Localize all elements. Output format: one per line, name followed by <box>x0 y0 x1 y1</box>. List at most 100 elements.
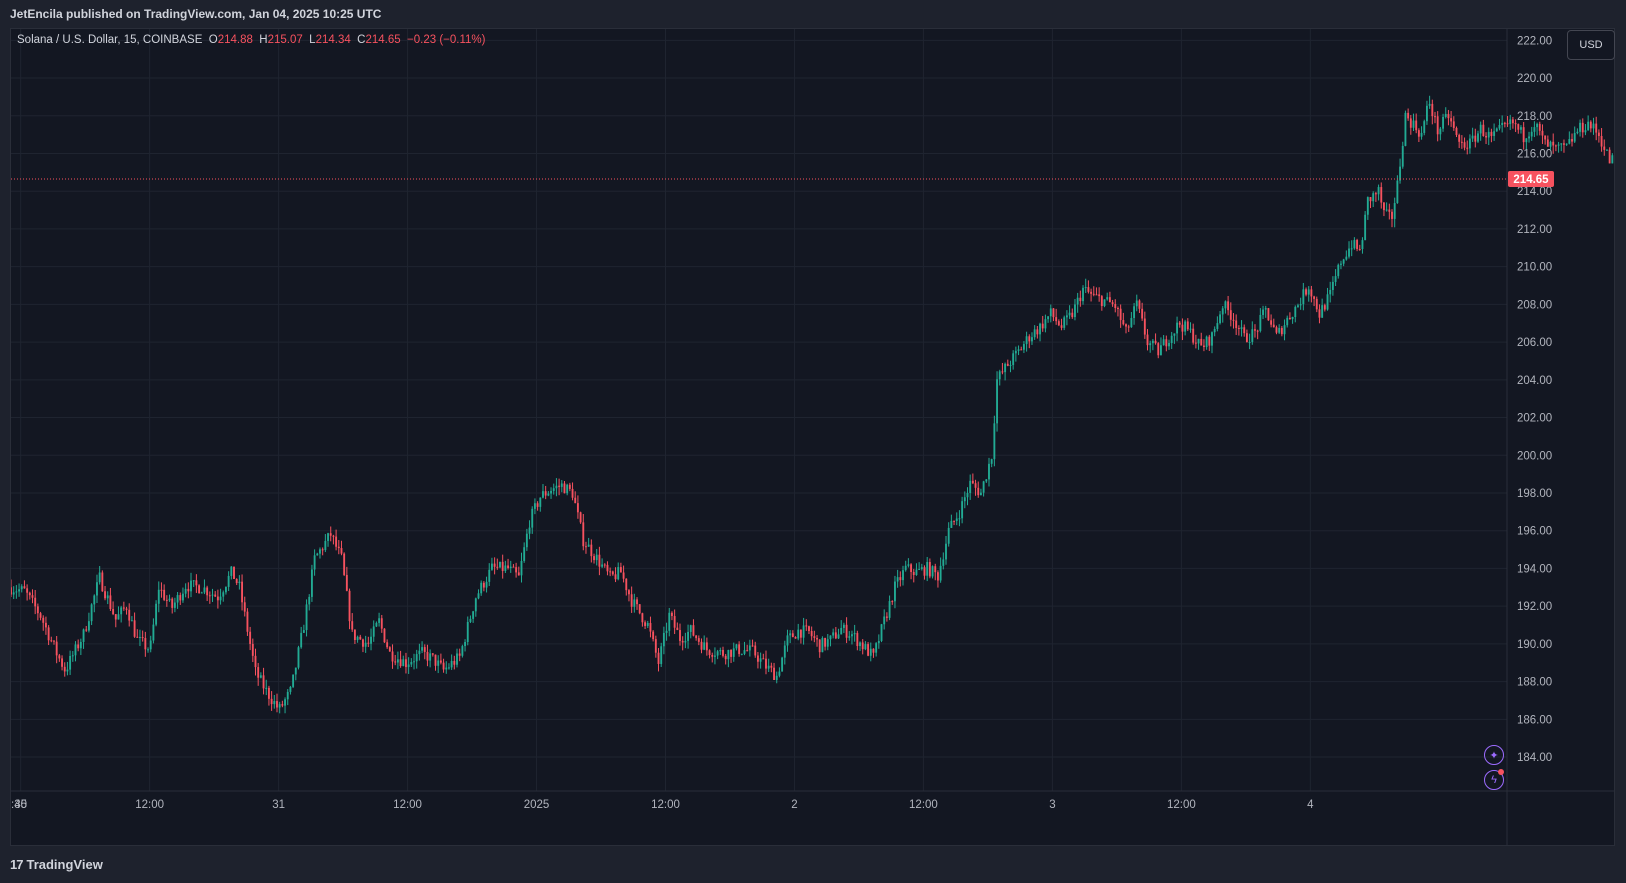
candle-body <box>912 571 915 576</box>
candle-body <box>826 639 829 647</box>
candle-body <box>595 554 598 561</box>
candle-body <box>945 543 947 560</box>
candle-body <box>1560 143 1563 145</box>
candle-body <box>732 648 735 657</box>
published-header: JetEncila published on TradingView.com, … <box>10 7 382 21</box>
candle-body <box>109 595 112 609</box>
candle-body <box>1291 316 1294 320</box>
candle-body <box>163 589 166 600</box>
candle-body <box>321 549 324 551</box>
candle-body <box>1184 321 1187 332</box>
lightning-icon[interactable]: ϟ <box>1484 770 1504 790</box>
candle-body <box>405 659 407 668</box>
candle-body <box>1009 364 1012 366</box>
candle-body <box>1404 112 1407 146</box>
candle-body <box>429 653 432 661</box>
candle-body <box>112 608 115 615</box>
candle-body <box>50 640 53 642</box>
x-tick-label: 12:00 <box>651 799 680 811</box>
y-tick-label: 200.00 <box>1517 450 1552 462</box>
candle-body <box>1584 130 1587 133</box>
tradingview-logo[interactable]: 17 TradingView <box>10 857 103 872</box>
candle-body <box>1348 248 1350 257</box>
candle-body <box>53 640 55 642</box>
candle-body <box>439 660 442 663</box>
candle-body <box>566 484 569 494</box>
x-tick-label: 2 <box>791 799 797 811</box>
candle-body <box>851 634 853 637</box>
candle-body <box>1506 123 1509 125</box>
candle-body <box>1385 209 1388 211</box>
chart-pane[interactable]: 222.00 220.00 218.00 216.00 214.00 212.00 210.… <box>10 28 1615 846</box>
candle-body <box>391 651 394 662</box>
low-label: L <box>309 34 316 46</box>
candle-body <box>979 492 982 496</box>
candle-body <box>662 632 665 647</box>
candle-body <box>695 635 698 639</box>
sparkle-icon[interactable]: ✦ <box>1484 745 1504 765</box>
candle-body <box>1133 306 1136 319</box>
candle-body <box>719 650 722 652</box>
candle-body <box>386 642 389 648</box>
candle-body <box>1299 304 1302 306</box>
candle-body <box>547 493 550 496</box>
candle-body <box>1589 121 1592 129</box>
candle-body <box>1321 305 1324 318</box>
candle-body <box>1425 105 1428 122</box>
candle-body <box>1197 338 1200 344</box>
y-tick-label: 218.00 <box>1517 111 1552 123</box>
candle-body <box>681 640 684 643</box>
candle-body <box>1436 116 1439 135</box>
candle-body <box>1315 298 1318 310</box>
candle-body <box>101 572 104 592</box>
candle-body <box>437 660 440 666</box>
candle-body <box>1243 327 1246 334</box>
candle-body <box>1272 324 1275 328</box>
candle-body <box>493 563 496 567</box>
candle-body <box>120 607 123 615</box>
candle-body <box>542 491 544 498</box>
candle-body <box>1103 299 1106 307</box>
y-tick-label: 212.00 <box>1517 224 1552 236</box>
candle-body <box>383 628 386 643</box>
candle-body <box>808 626 810 631</box>
y-tick-label: 194.00 <box>1517 563 1552 575</box>
candle-body <box>1262 309 1264 315</box>
candle-body <box>1235 320 1238 329</box>
candle-body <box>187 588 190 592</box>
candle-body <box>845 624 848 638</box>
candle-body <box>192 580 195 582</box>
candle-body <box>829 635 832 640</box>
candle-body <box>1092 293 1095 295</box>
candle-body <box>875 643 878 653</box>
candle-body <box>1251 329 1254 342</box>
candle-body <box>286 691 289 700</box>
candle-body <box>1079 297 1082 302</box>
currency-button[interactable]: USD <box>1567 30 1615 60</box>
candle-body <box>42 617 45 623</box>
candle-body <box>319 549 321 554</box>
candle-body <box>953 520 956 522</box>
candle-body <box>1407 112 1410 119</box>
candle-body <box>289 686 292 692</box>
candle-body <box>816 637 818 640</box>
candle-body <box>1047 316 1050 320</box>
candle-body <box>265 687 268 689</box>
candlestick-chart[interactable]: 222.00 220.00 218.00 216.00 214.00 212.00 210.… <box>11 29 1614 845</box>
candle-body <box>1479 124 1482 134</box>
candle-body <box>609 571 612 573</box>
candle-body <box>461 646 464 656</box>
candle-body <box>1221 308 1224 315</box>
candle-body <box>1176 322 1179 334</box>
candle-body <box>504 565 507 571</box>
candle-body <box>593 556 595 561</box>
candle-body <box>1565 143 1568 145</box>
candle-body <box>797 629 800 639</box>
candle-body <box>864 644 867 650</box>
candle-body <box>1503 122 1506 124</box>
candle-body <box>1114 304 1117 309</box>
x-tick-label: 31 <box>272 799 285 811</box>
candle-body <box>305 604 308 631</box>
candle-body <box>996 379 998 424</box>
candle-body <box>617 567 620 580</box>
